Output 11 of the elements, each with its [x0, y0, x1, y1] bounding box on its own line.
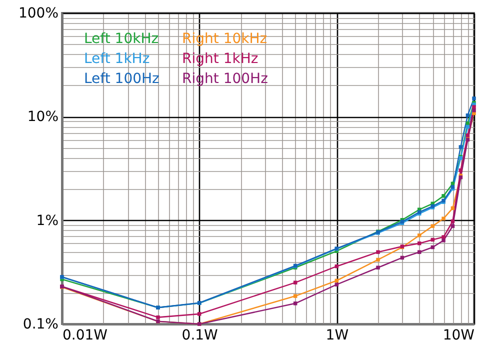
x-tick-label: 1W — [326, 328, 349, 344]
x-tick-label: 0.01W — [62, 328, 108, 344]
y-tick-label: 1% — [36, 212, 58, 229]
text: Left 10kHz — [84, 31, 159, 47]
y-tick-label: 0.1% — [22, 316, 58, 332]
y-tick-label: 100% — [18, 6, 58, 22]
text: Left 100Hz — [84, 71, 160, 87]
x-tick-label: 0.1W — [182, 328, 218, 344]
y-tick-label: 10% — [27, 109, 58, 126]
text: Left 1kHz — [84, 51, 150, 67]
x-tick-label: 10W — [442, 328, 475, 344]
